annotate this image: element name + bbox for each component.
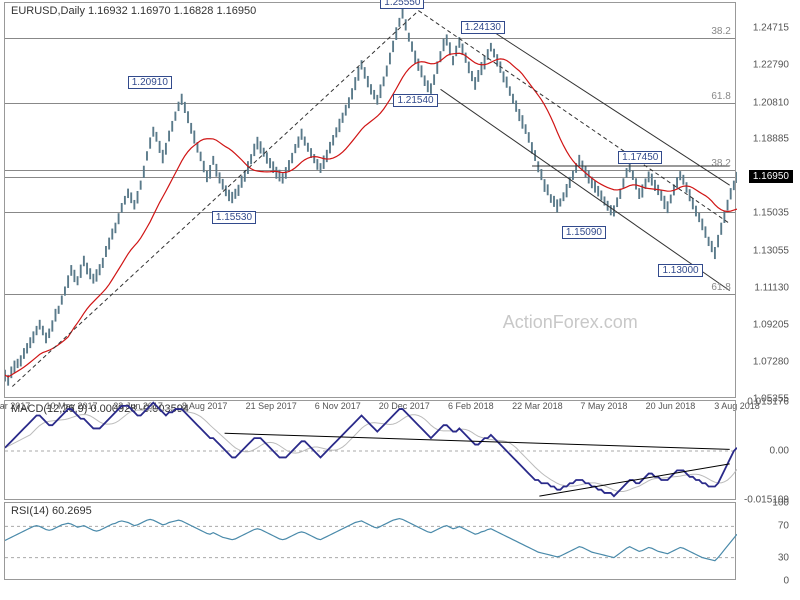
fib-label: 38.2	[711, 158, 730, 169]
watermark: ActionForex.com	[503, 312, 638, 333]
fib-label: 61.8	[711, 91, 730, 102]
y-tick-label: 1.11130	[754, 283, 789, 294]
price-annotation: 1.15530	[212, 211, 256, 224]
y-tick-label: 100	[772, 498, 789, 509]
rsi-panel: RSI(14) 60.269510070300	[4, 502, 736, 580]
price-annotation: 1.21540	[393, 94, 437, 107]
y-tick-label: 70	[778, 521, 789, 532]
y-tick-label: 1.18885	[753, 134, 789, 145]
y-tick-label: 1.15035	[753, 208, 789, 219]
fib-label: 38.2	[711, 26, 730, 37]
y-tick-label: 1.22790	[753, 59, 789, 70]
y-tick-label: 0	[783, 576, 789, 587]
y-tick-label: 0.015176	[747, 397, 789, 408]
macd-panel: MACD(12,26,9) 0.000928 -0.0035940.015176…	[4, 400, 736, 500]
price-annotation: 1.24130	[461, 21, 505, 34]
y-tick-label: 1.07280	[753, 356, 789, 367]
current-price-badge: 1.16950	[749, 170, 793, 183]
y-tick-label: 0.00	[770, 446, 789, 457]
y-tick-label: 1.24715	[753, 22, 789, 33]
price-chart-panel: EURUSD,Daily 1.16932 1.16970 1.16828 1.1…	[4, 2, 736, 398]
price-annotation: 1.13000	[658, 264, 702, 277]
y-tick-label: 30	[778, 552, 789, 563]
y-tick-label: 1.20810	[753, 97, 789, 108]
price-annotation: 1.25550	[380, 0, 424, 9]
fib-label: 61.8	[711, 282, 730, 293]
price-annotation: 1.15090	[562, 226, 606, 239]
y-tick-label: 1.13055	[753, 246, 789, 257]
price-annotation: 1.20910	[128, 76, 172, 89]
price-annotation: 1.17450	[618, 151, 662, 164]
y-tick-label: 1.09205	[753, 320, 789, 331]
